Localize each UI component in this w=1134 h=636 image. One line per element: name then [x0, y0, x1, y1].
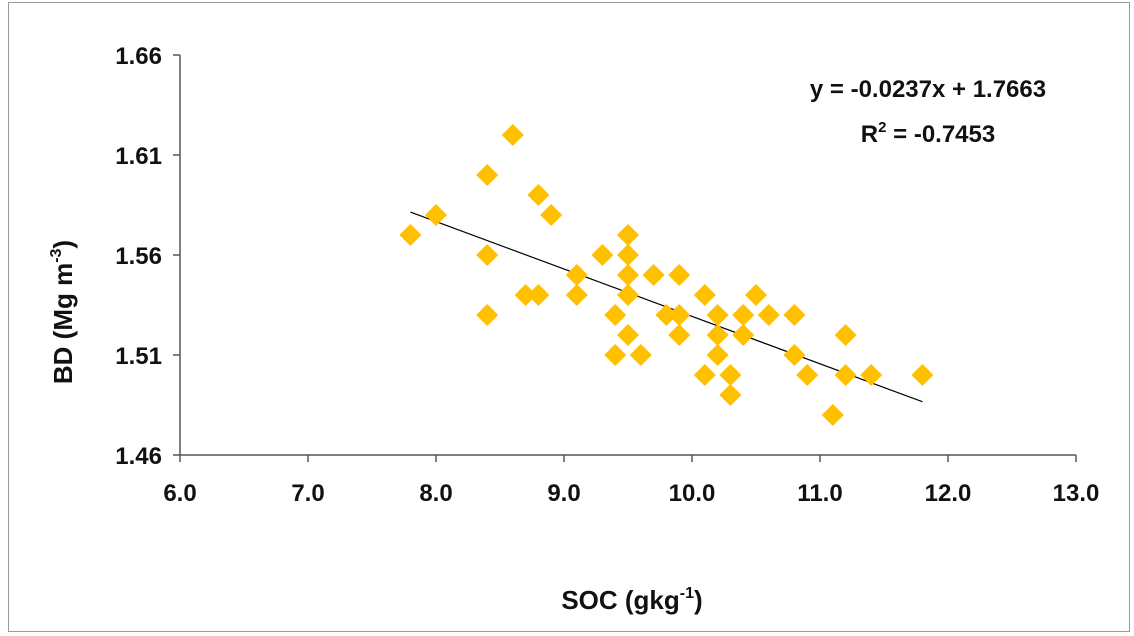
data-point: [425, 204, 447, 226]
r-squared-label: R2 = -0.7453: [861, 119, 995, 148]
data-point: [834, 324, 857, 346]
data-point: [732, 304, 755, 326]
data-point: [796, 364, 819, 386]
data-point: [476, 244, 499, 266]
y-axis-title: BD (Mg m-3): [48, 240, 78, 384]
y-tick-label: 1.46: [115, 443, 162, 470]
data-point: [693, 284, 716, 306]
data-point: [757, 304, 780, 326]
data-point: [745, 284, 767, 306]
x-axis-title: SOC (gkg-1): [561, 585, 702, 615]
data-point: [617, 224, 639, 246]
data-point: [617, 264, 639, 286]
data-point: [527, 184, 550, 206]
plot-area: 1.46 1.51 1.56 1.61 1.66 6.0 7.0 8.0 9.0 10.0 11.…: [115, 43, 1099, 507]
data-point: [527, 284, 550, 306]
data-point: [911, 364, 934, 386]
data-point: [821, 404, 844, 426]
data-point: [540, 204, 563, 226]
x-tick-label: 9.0: [547, 480, 580, 507]
x-tick-label: 6.0: [163, 480, 196, 507]
data-point: [617, 284, 639, 306]
data-point: [719, 364, 742, 386]
data-point: [565, 264, 588, 286]
x-axis-title-superscript: -1: [680, 585, 694, 602]
x-tick-label: 8.0: [419, 480, 452, 507]
data-point: [565, 284, 588, 306]
data-point: [629, 344, 652, 366]
y-ticks: 1.46 1.51 1.56 1.61 1.66: [115, 43, 180, 470]
data-point: [834, 364, 857, 386]
data-point: [668, 324, 691, 346]
data-point: [617, 244, 639, 266]
y-tick-label: 1.61: [115, 143, 162, 170]
data-point: [604, 304, 627, 326]
data-point: [604, 344, 627, 366]
y-axis-title-text: BD (Mg m: [48, 263, 78, 384]
y-tick-label: 1.51: [115, 343, 162, 370]
r2-superscript: 2: [878, 119, 886, 136]
data-points: [399, 124, 934, 426]
data-point: [706, 344, 729, 366]
x-tick-label: 12.0: [925, 480, 972, 507]
data-point: [668, 264, 691, 286]
data-point: [514, 284, 537, 306]
data-point: [476, 164, 499, 186]
data-point: [655, 304, 678, 326]
x-axis-title-text: SOC (gkg: [561, 585, 679, 615]
x-tick-label: 10.0: [669, 480, 716, 507]
chart-area: [8, 2, 1130, 632]
data-point: [719, 384, 742, 406]
y-axis-title-end: ): [48, 240, 78, 249]
x-tick-label: 11.0: [797, 480, 842, 507]
data-point: [668, 304, 691, 326]
data-point: [706, 304, 729, 326]
x-axis-title-end: ): [694, 585, 703, 615]
y-tick-label: 1.66: [115, 43, 162, 70]
x-ticks: 6.0 7.0 8.0 9.0 10.0 11.0 12.0 13.0: [163, 455, 1099, 507]
data-point: [783, 304, 806, 326]
r2-prefix: R: [861, 121, 878, 148]
y-tick-label: 1.56: [115, 243, 162, 270]
x-tick-label: 7.0: [291, 480, 324, 507]
r2-value: = -0.7453: [886, 121, 995, 148]
data-point: [591, 244, 614, 266]
data-point: [501, 124, 524, 146]
data-point: [476, 304, 499, 326]
x-tick-label: 13.0: [1053, 480, 1100, 507]
data-point: [693, 364, 716, 386]
data-point: [617, 324, 639, 346]
data-point: [706, 324, 729, 346]
trendline-equation: y = -0.0237x + 1.7663: [810, 76, 1046, 103]
data-point: [732, 324, 755, 346]
data-point: [399, 224, 422, 246]
data-point: [642, 264, 665, 286]
data-point: [860, 364, 883, 386]
y-axis-title-superscript: -3: [48, 248, 65, 262]
data-point: [783, 344, 806, 366]
